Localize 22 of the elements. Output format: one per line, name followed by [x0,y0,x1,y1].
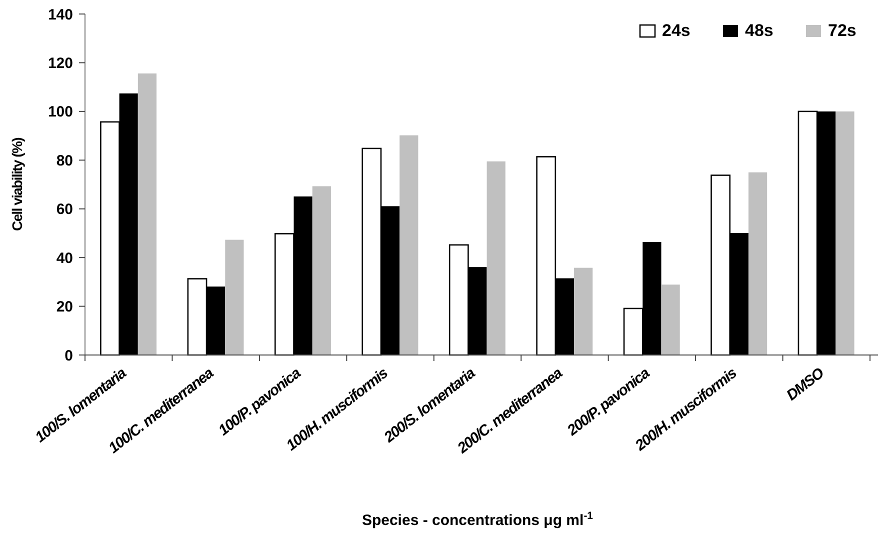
y-tick-label: 100 [48,104,73,121]
bar [836,111,854,355]
bar [312,186,331,355]
bar [225,240,244,355]
y-tick-label: 20 [56,298,73,316]
y-tick-label: 140 [48,6,73,24]
y-axis-title: Cell viability (%) [9,138,25,231]
bar [661,284,680,355]
bar [486,161,506,355]
bar [138,73,157,355]
bar [748,172,768,355]
legend-label: 24s [662,21,690,40]
y-tick-label: 0 [64,347,73,364]
y-tick-label: 40 [56,250,73,267]
bar [574,268,593,355]
y-tick-label: 60 [56,201,73,218]
y-tick-label: 120 [48,54,73,72]
x-axis-title: Species - concentrations μg ml$^{-1}$ [362,510,594,529]
legend-label: 72s [828,21,856,40]
bar [400,135,418,355]
legend-label: 48s [745,21,774,40]
y-tick-label: 80 [56,152,73,170]
